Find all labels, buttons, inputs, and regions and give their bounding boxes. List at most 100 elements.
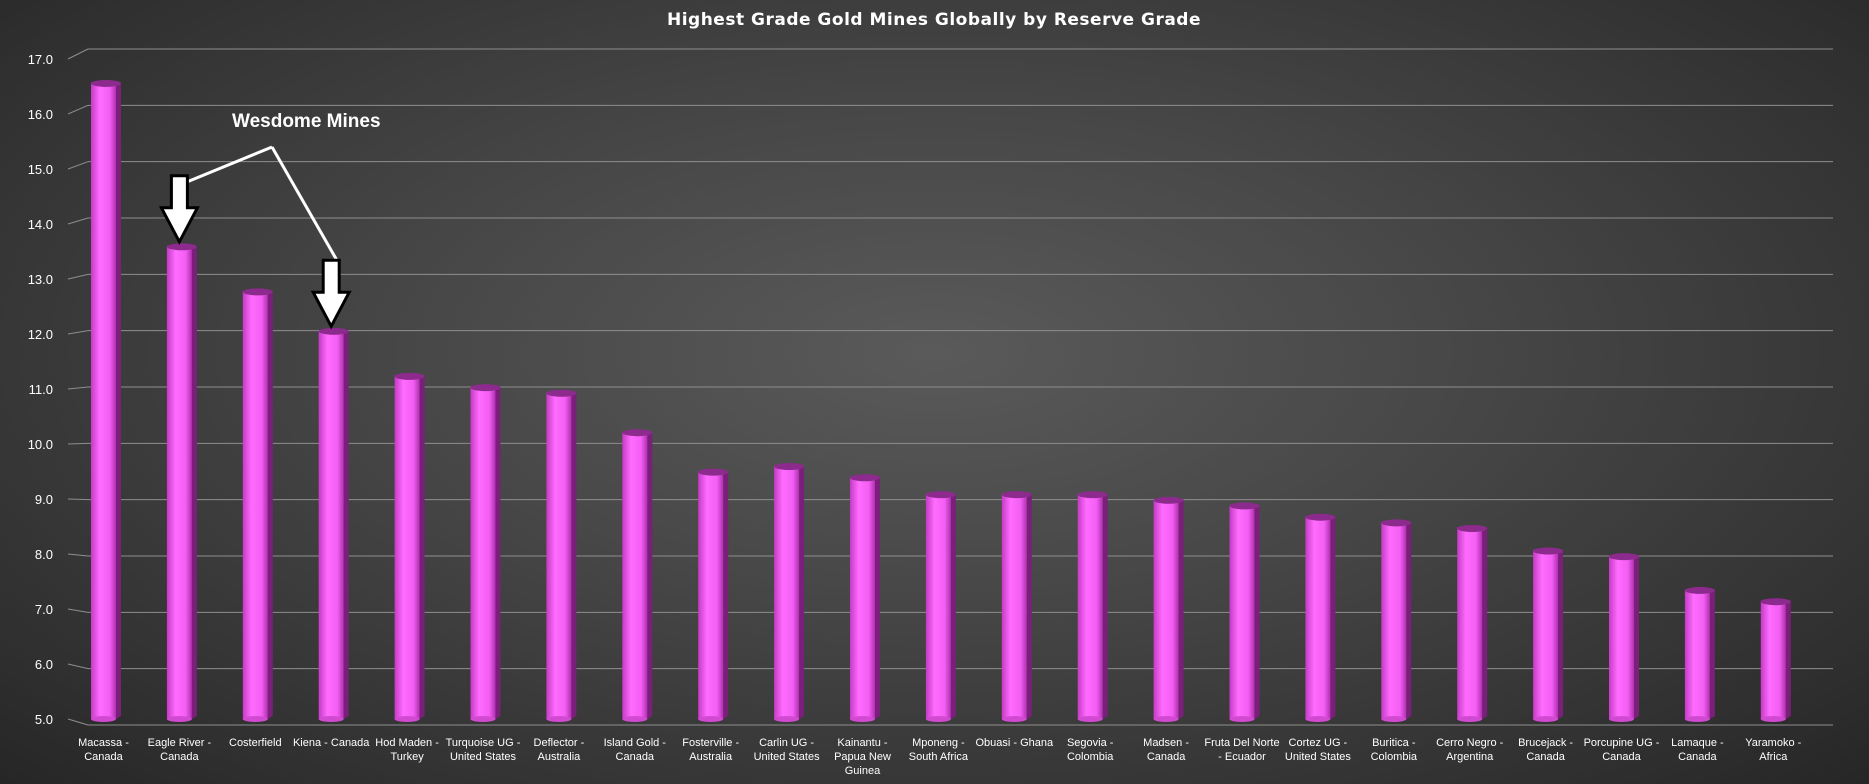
x-tick-label: Porcupine UG - Canada — [1584, 737, 1660, 763]
bar-body — [91, 82, 116, 719]
x-tick-label: Mponeng - South Africa — [909, 737, 969, 763]
bar-side — [647, 431, 653, 719]
y-tick-label: 17.0 — [28, 52, 53, 67]
annotation: Wesdome Mines — [158, 111, 381, 330]
x-tick-label-line: Cortez UG - — [1289, 737, 1348, 749]
bar-body — [394, 375, 420, 719]
y-tick-label: 16.0 — [28, 107, 53, 122]
bar — [1229, 502, 1260, 722]
annotation-label: Wesdome Mines — [232, 111, 381, 132]
bar-body — [1381, 521, 1407, 719]
y-axis-ticks: 5.0 6.0 7.0 8.0 9.0 10.0 11.0 12.0 13.0 14.0 15.0 1… — [28, 52, 53, 727]
bar-base — [242, 716, 268, 722]
bar-side — [950, 493, 956, 719]
x-tick-label-line: Costerfield — [229, 737, 282, 749]
x-tick-label-line: Deflector - — [534, 737, 585, 749]
x-tick-label-line: Kainantu - — [837, 737, 887, 749]
x-tick-label-line: Buritica - — [1372, 737, 1416, 749]
x-tick-label-line: Africa — [1759, 751, 1788, 763]
y-tick-label: 15.0 — [28, 162, 53, 177]
x-tick-label-line: Turkey — [390, 751, 424, 763]
x-tick-label-line: South Africa — [909, 751, 969, 763]
bar — [546, 389, 577, 722]
x-tick-label: Turquoise UG - United States — [446, 737, 521, 763]
bar — [1077, 491, 1108, 722]
bar-top — [1305, 513, 1336, 521]
x-tick-label-line: Cerro Negro - — [1436, 737, 1504, 749]
bar-top — [774, 463, 805, 470]
bar-base — [1001, 716, 1027, 722]
gridline-depth — [67, 386, 89, 390]
x-tick-label: Cortez UG - United States — [1285, 737, 1352, 763]
bar-top — [1153, 496, 1184, 504]
bar — [91, 79, 121, 722]
callout-line — [186, 145, 273, 184]
bar-body — [470, 386, 496, 719]
x-tick-label-line: Macassa - — [78, 737, 129, 749]
bar-body — [1229, 504, 1255, 719]
bar-body — [850, 476, 875, 719]
x-tick-label-line: Carlin UG - — [759, 737, 814, 749]
bar-body — [318, 330, 344, 719]
bar-body — [1684, 589, 1710, 719]
gridline-depth — [67, 442, 89, 445]
bar — [1305, 513, 1336, 722]
bar-side — [267, 290, 273, 719]
x-tick-label-line: Colombia — [1067, 751, 1114, 763]
x-tick-label-line: United States — [754, 751, 821, 763]
bar-body — [1001, 493, 1027, 719]
bar-top — [1457, 524, 1488, 532]
gridline-depth — [67, 273, 89, 280]
x-tick-label-line: Fosterville - — [682, 737, 739, 749]
x-tick-label-line: Papua New — [834, 751, 891, 763]
bar-body — [1533, 550, 1559, 719]
x-tick-label: Kiena - Canada — [293, 737, 370, 749]
bar-base — [394, 716, 420, 722]
bar-top — [1381, 519, 1412, 527]
bar — [1153, 496, 1184, 722]
bar-top — [1609, 553, 1639, 561]
bar-body — [546, 392, 572, 719]
x-axis-ticks: Macassa - Canada Eagle River - Canada Coster… — [78, 737, 1802, 777]
x-tick-label-line: Obuasi - Ghana — [975, 737, 1054, 749]
bar-side — [1634, 555, 1639, 719]
bar-body — [1609, 555, 1634, 719]
bar-top — [850, 474, 880, 482]
bar-base — [166, 716, 192, 722]
bar — [925, 491, 956, 722]
bar-side — [1558, 550, 1564, 719]
callout-line — [270, 146, 341, 266]
x-tick-label: Deflector - Australia — [534, 737, 585, 763]
bar-body — [1305, 516, 1331, 719]
bar-base — [1684, 716, 1710, 722]
bar-top — [394, 372, 425, 380]
gridline-depth — [67, 718, 89, 726]
bar-base — [1381, 716, 1407, 722]
bar-side — [419, 375, 425, 719]
bar — [850, 474, 880, 722]
bar — [166, 243, 197, 722]
bar-base — [698, 716, 724, 722]
bar — [1457, 524, 1488, 722]
x-tick-label: Island Gold - Canada — [604, 737, 667, 763]
y-tick-label: 12.0 — [28, 327, 53, 342]
bar-side — [1254, 504, 1260, 719]
bar-top — [1001, 491, 1032, 499]
x-tick-label-line: Fruta Del Norte — [1204, 737, 1279, 749]
x-tick-label-line: Argentina — [1446, 751, 1494, 763]
x-tick-label: Madsen - Canada — [1143, 737, 1189, 763]
bar-top — [166, 243, 197, 251]
x-tick-label-line: Madsen - — [1143, 737, 1189, 749]
x-tick-label: Fosterville - Australia — [682, 737, 739, 763]
bars — [91, 79, 1791, 722]
down-arrow-icon — [158, 174, 200, 246]
bar-top — [242, 288, 273, 296]
x-tick-label-line: Lamaque - — [1671, 737, 1724, 749]
bar-side — [723, 471, 729, 719]
bar-base — [1533, 716, 1559, 722]
bar — [698, 468, 729, 722]
x-tick-label-line: Brucejack - — [1518, 737, 1573, 749]
bar-body — [242, 290, 268, 719]
bar — [1533, 547, 1564, 722]
